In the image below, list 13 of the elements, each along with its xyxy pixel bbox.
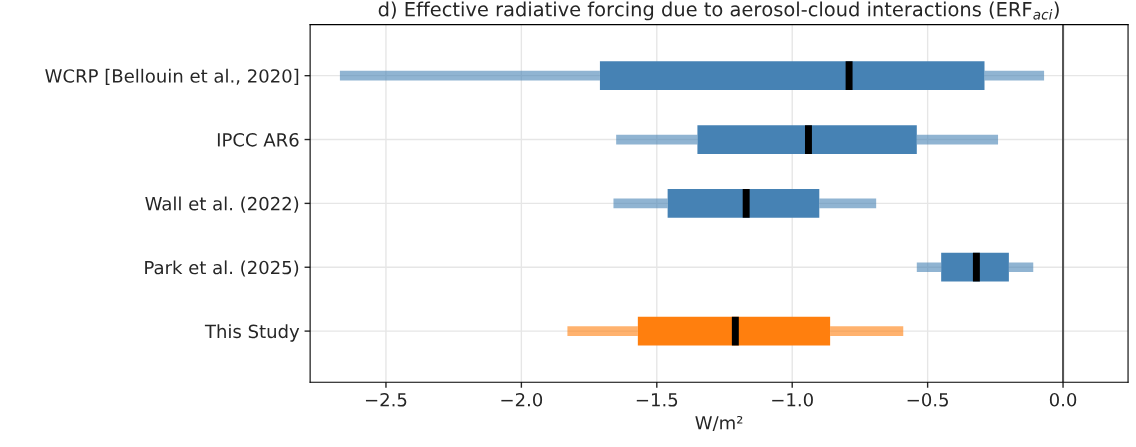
y-tick-label: This Study xyxy=(204,324,300,342)
y-tick-label: Park et al. (2025) xyxy=(145,260,299,277)
y-tick-label: WCRP [Bellouin et al., 2020] xyxy=(45,68,299,85)
x-tick-label: −1.5 xyxy=(636,393,678,407)
x-tick-label: −2.0 xyxy=(501,392,543,407)
x-axis-title: W/m² xyxy=(695,415,743,432)
x-tick-label: 0.0 xyxy=(1049,392,1077,407)
x-tick-label: −0.5 xyxy=(907,392,948,407)
x-tick-label: −2.5 xyxy=(365,392,407,407)
x-tick-label: −1.0 xyxy=(772,392,813,407)
y-tick-label: Wall et al. (2022) xyxy=(145,196,299,213)
y-tick-label: IPCC AR6 xyxy=(217,132,299,147)
chart-title: d) Effective radiative forcing due to aerosol-cloud interactions (ERF$_{aci}$) xyxy=(378,1,1059,21)
